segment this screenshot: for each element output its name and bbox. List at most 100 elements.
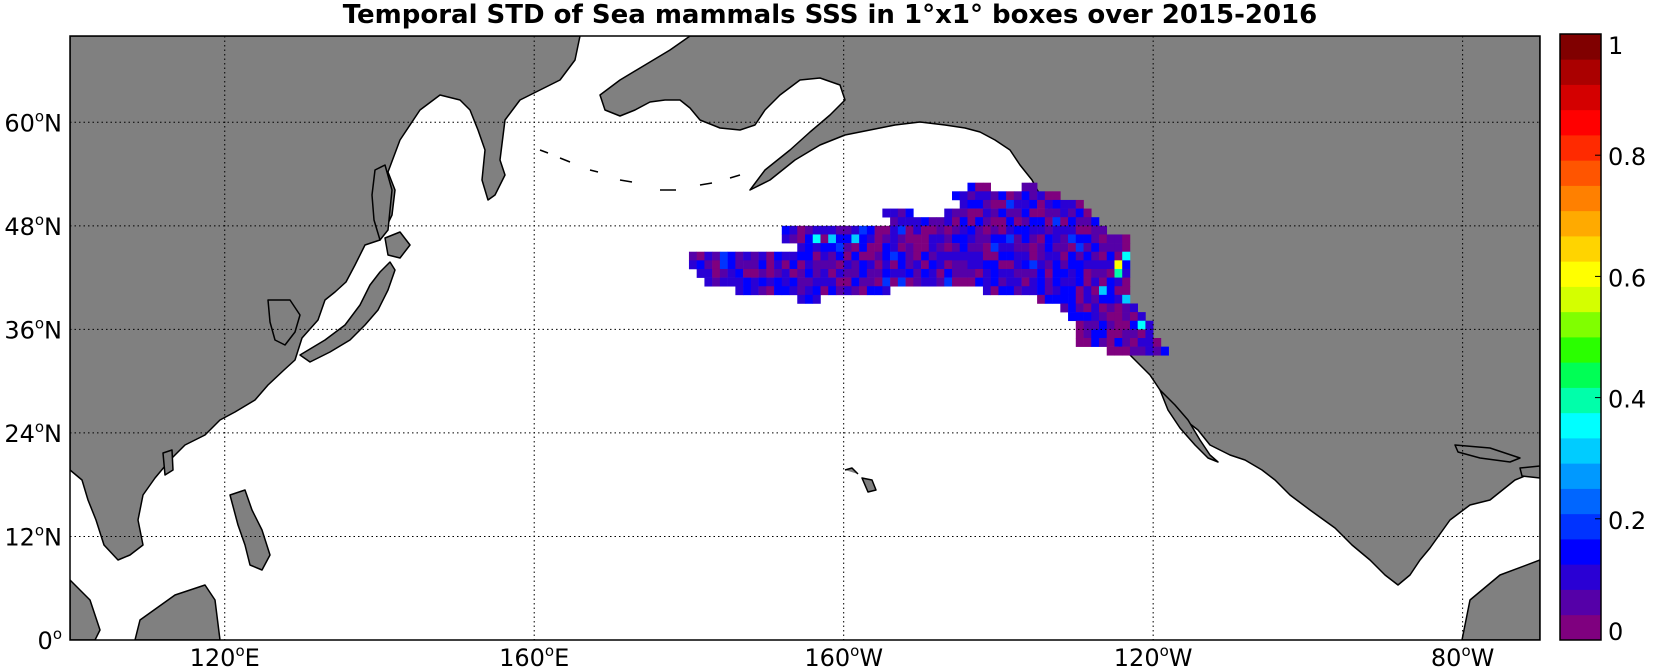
colorbar-segment bbox=[1560, 286, 1601, 313]
std-cell bbox=[789, 268, 798, 278]
std-cell bbox=[982, 199, 991, 209]
std-cell bbox=[882, 208, 891, 218]
std-cell bbox=[1122, 294, 1131, 304]
std-cell bbox=[975, 260, 984, 270]
std-cell bbox=[812, 251, 821, 261]
std-cell bbox=[1145, 346, 1154, 356]
colorbar-tick-label: 0.8 bbox=[1608, 143, 1646, 171]
land-masses bbox=[70, 36, 1540, 640]
std-cell bbox=[828, 251, 837, 261]
std-cell bbox=[1052, 277, 1061, 287]
colorbar-segment bbox=[1560, 337, 1601, 363]
colorbar-frame bbox=[1559, 33, 1602, 641]
std-cell bbox=[1037, 277, 1046, 287]
std-cell bbox=[874, 251, 883, 261]
std-cell bbox=[921, 260, 930, 270]
std-cell bbox=[727, 277, 736, 287]
std-cell bbox=[874, 225, 883, 235]
std-cell bbox=[905, 225, 914, 235]
std-cell bbox=[967, 191, 976, 201]
colorbar-segment bbox=[1560, 438, 1601, 464]
std-cell bbox=[820, 234, 829, 244]
std-cell bbox=[1037, 208, 1046, 218]
std-cell bbox=[990, 251, 999, 261]
colorbar-segment bbox=[1560, 236, 1601, 262]
std-cell bbox=[750, 251, 759, 261]
std-cell bbox=[1013, 260, 1022, 270]
std-cell bbox=[1083, 217, 1092, 227]
std-cell bbox=[1029, 191, 1038, 201]
std-cell bbox=[1006, 234, 1015, 244]
std-cell bbox=[1068, 217, 1077, 227]
std-cell bbox=[905, 260, 914, 270]
std-cell bbox=[1068, 286, 1077, 296]
std-cell bbox=[1075, 320, 1084, 330]
std-cell bbox=[750, 286, 759, 296]
std-cell bbox=[1137, 320, 1146, 330]
std-cell bbox=[1083, 243, 1092, 253]
std-cell bbox=[835, 251, 844, 261]
std-cell bbox=[1060, 260, 1069, 270]
std-cell bbox=[1137, 338, 1146, 347]
std-cell bbox=[835, 234, 844, 244]
std-cell bbox=[812, 268, 821, 278]
std-cell bbox=[789, 251, 798, 261]
std-cell bbox=[1044, 225, 1053, 235]
std-cell bbox=[1013, 286, 1022, 296]
std-cell bbox=[1052, 294, 1061, 304]
std-cell bbox=[905, 243, 914, 253]
std-cell bbox=[975, 225, 984, 235]
std-cell bbox=[890, 277, 899, 287]
std-cell bbox=[1075, 303, 1084, 313]
std-cell bbox=[1029, 199, 1038, 209]
land-cuba bbox=[1454, 444, 1521, 463]
colorbar-segment bbox=[1560, 387, 1601, 414]
std-cell bbox=[1060, 268, 1069, 278]
std-cell bbox=[859, 286, 868, 296]
std-cell bbox=[851, 225, 860, 235]
std-cell bbox=[712, 277, 721, 287]
std-cell bbox=[928, 268, 937, 278]
std-cell bbox=[1037, 234, 1046, 244]
std-cell bbox=[805, 277, 814, 287]
std-cell bbox=[928, 234, 937, 244]
std-cell bbox=[1006, 217, 1015, 227]
std-cell bbox=[843, 268, 852, 278]
std-cell bbox=[1021, 277, 1030, 287]
std-cell bbox=[1052, 243, 1061, 253]
std-cell bbox=[1114, 312, 1123, 322]
std-cell bbox=[1145, 338, 1154, 347]
std-cell bbox=[967, 277, 976, 287]
std-cell bbox=[1021, 268, 1030, 278]
std-cell bbox=[928, 217, 937, 227]
std-cell bbox=[998, 268, 1007, 278]
colorbar-segment bbox=[1560, 109, 1601, 136]
std-cell bbox=[1091, 338, 1100, 347]
std-cell bbox=[1106, 277, 1115, 287]
std-cell bbox=[719, 251, 728, 261]
std-cell bbox=[952, 260, 961, 270]
std-cell bbox=[905, 251, 914, 261]
std-cell bbox=[1106, 303, 1115, 313]
std-cell bbox=[828, 286, 837, 296]
std-cell bbox=[704, 260, 713, 270]
std-cell bbox=[905, 208, 914, 218]
std-cell bbox=[719, 277, 728, 287]
std-cell bbox=[1075, 312, 1084, 322]
std-cell bbox=[797, 294, 806, 304]
land-hispaniola bbox=[1519, 465, 1540, 479]
std-cell bbox=[1091, 312, 1100, 322]
std-cell bbox=[959, 268, 968, 278]
std-cell bbox=[952, 191, 961, 201]
longitude-tick-label: 120oW bbox=[1114, 642, 1193, 670]
land-south-america bbox=[1461, 559, 1540, 640]
land-baja-california bbox=[1159, 389, 1219, 463]
std-cell bbox=[1060, 208, 1069, 218]
std-cell bbox=[851, 251, 860, 261]
map-content bbox=[70, 36, 1540, 640]
std-cell bbox=[812, 260, 821, 270]
std-cell bbox=[766, 251, 775, 261]
std-cell bbox=[897, 234, 906, 244]
std-cell bbox=[1114, 338, 1123, 347]
std-cell bbox=[1006, 260, 1015, 270]
